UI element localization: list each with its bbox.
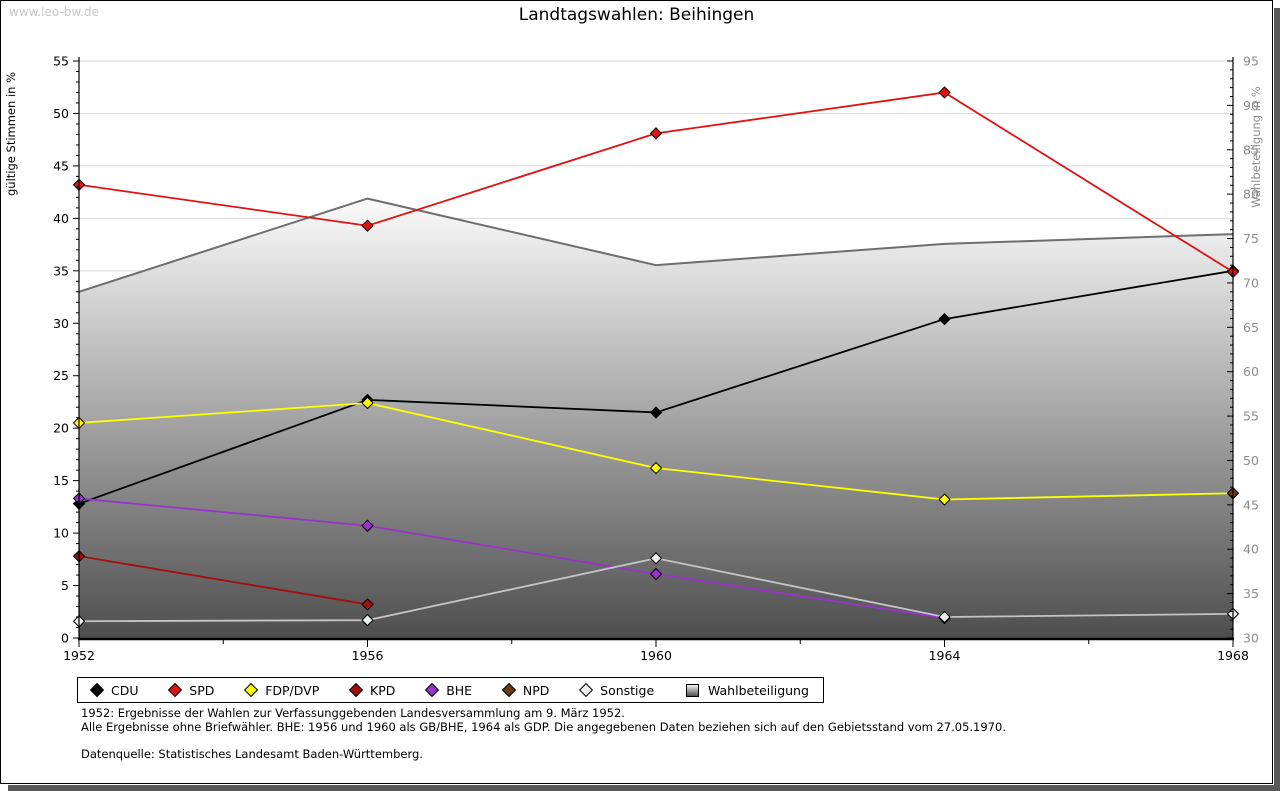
legend-diamond-icon [579, 682, 594, 698]
page-shadow-bottom [8, 785, 1280, 791]
watermark: www.leo-bw.de [9, 5, 99, 19]
y2-tick-label: 30 [1243, 631, 1259, 646]
point-fdp-dvp-1960 [649, 461, 663, 475]
point-bhe-1960 [649, 567, 663, 581]
legend-label: SPD [189, 682, 215, 698]
legend-diamond-icon [244, 682, 259, 698]
wahlbeteiligung-line [78, 197, 1234, 293]
legend-item-cdu: CDU [89, 682, 139, 698]
point-sonstige-1964 [938, 610, 951, 624]
point-fdp-dvp-1956 [361, 396, 374, 410]
series-line-kpd [78, 555, 368, 606]
point-fdp-dvp-1964 [938, 493, 951, 506]
y-tick-label: 20 [53, 421, 69, 436]
footnote-source: Datenquelle: Statistisches Landesamt Bad… [81, 747, 423, 761]
x-tick-label: 1964 [929, 648, 961, 663]
point-sonstige-1956 [361, 613, 374, 627]
y2-tick-label: 55 [1243, 409, 1259, 424]
legend-label: NPD [522, 682, 550, 698]
point-spd-1964 [938, 86, 951, 99]
chart-svg: gültige Stimmen in % Wahlbeteiligung in … [4, 54, 1263, 664]
legend-diamond-icon [89, 682, 105, 698]
legend-diamond-icon [501, 682, 516, 698]
y2-tick-label: 70 [1243, 275, 1259, 290]
y2-tick-label: 45 [1243, 497, 1259, 512]
legend-diamond-icon [168, 682, 183, 698]
legend-label: KPD [370, 682, 396, 698]
point-kpd-1956 [361, 598, 374, 611]
y2-tick-label: 95 [1243, 54, 1259, 69]
point-cdu-1960 [649, 406, 663, 419]
series-bhe [72, 492, 951, 625]
y2-tick-label: 60 [1243, 364, 1259, 379]
y2-tick-label: 85 [1243, 142, 1259, 157]
y2-tick-label: 35 [1243, 586, 1259, 601]
y-tick-label: 35 [53, 263, 69, 278]
y-axis-label: gültige Stimmen in % [4, 72, 18, 196]
x-tick-label: 1952 [63, 648, 95, 663]
legend-item-sonstige: Sonstige [579, 682, 655, 698]
page-shadow-right [1274, 8, 1280, 791]
y2-axis-label: Wahlbeteiligung in % [1249, 86, 1263, 208]
y-tick-label: 5 [61, 578, 69, 593]
legend-item-bhe: BHE [425, 682, 473, 698]
legend-diamond-icon [425, 682, 440, 698]
legend-item-npd: NPD [501, 682, 550, 698]
y-tick-label: 10 [53, 526, 69, 541]
y-tick-label: 55 [53, 54, 69, 69]
legend-item-fdp-dvp: FDP/DVP [244, 682, 320, 698]
x-tick-label: 1956 [352, 648, 384, 663]
series-line-bhe [78, 497, 945, 619]
legend-label: CDU [111, 682, 139, 698]
y2-tick-label: 65 [1243, 320, 1259, 335]
y-tick-label: 15 [53, 473, 69, 488]
legend-item-kpd: KPD [348, 682, 396, 698]
y2-tick-label: 50 [1243, 453, 1259, 468]
legend-diamond-icon [348, 682, 364, 698]
footnote-line-1: 1952: Ergebnisse der Wahlen zur Verfassu… [81, 706, 625, 720]
legend-label: FDP/DVP [265, 682, 320, 698]
point-sonstige-1960 [649, 552, 663, 565]
y2-axis-ticks [1227, 60, 1233, 639]
legend-label: Sonstige [600, 682, 655, 698]
point-bhe-1956 [361, 519, 374, 532]
point-spd-1956 [361, 219, 374, 232]
legend-label: BHE [446, 682, 473, 698]
y-axis-tick-labels: 0 5 10 15 20 25 30 35 40 45 50 55 [53, 54, 69, 646]
legend: CDU SPD FDP/DVP KPD BHE NPD Sonstige Wahlbeteil… [77, 677, 824, 703]
y-tick-label: 0 [61, 631, 69, 646]
y-tick-label: 45 [53, 158, 69, 173]
legend-item-spd: SPD [168, 682, 215, 698]
x-tick-label: 1960 [640, 648, 672, 663]
y-tick-label: 50 [53, 106, 69, 121]
point-cdu-1964 [938, 312, 951, 326]
footnote-line-2: Alle Ergebnisse ohne Briefwähler. BHE: 1… [81, 719, 1006, 734]
x-tick-label: 1968 [1217, 648, 1249, 663]
y-tick-label: 30 [53, 316, 69, 331]
y2-tick-label: 90 [1243, 98, 1259, 113]
y2-tick-label: 40 [1243, 542, 1259, 557]
legend-label: Wahlbeteiligung [707, 682, 809, 698]
y2-tick-label: 75 [1243, 231, 1259, 246]
legend-gradient-square-icon [685, 683, 699, 697]
footnotes: 1952: Ergebnisse der Wahlen zur Verfassu… [81, 706, 1006, 762]
axes [78, 57, 1234, 641]
y-tick-label: 40 [53, 211, 69, 226]
chart-title: Landtagswahlen: Beihingen [518, 5, 755, 25]
legend-item-wahlbeteiligung: Wahlbeteiligung [685, 682, 809, 698]
point-spd-1960 [649, 127, 663, 140]
x-axis-ticks [78, 640, 1234, 647]
y-tick-label: 25 [53, 368, 69, 383]
x-axis-tick-labels: 1952 1956 1960 1964 1968 [63, 648, 1249, 663]
y-axis-ticks [73, 60, 79, 639]
y2-tick-label: 80 [1243, 187, 1259, 202]
y2-axis-tick-labels: 30 35 40 45 50 55 60 65 70 75 80 85 90 95 [1243, 54, 1259, 646]
